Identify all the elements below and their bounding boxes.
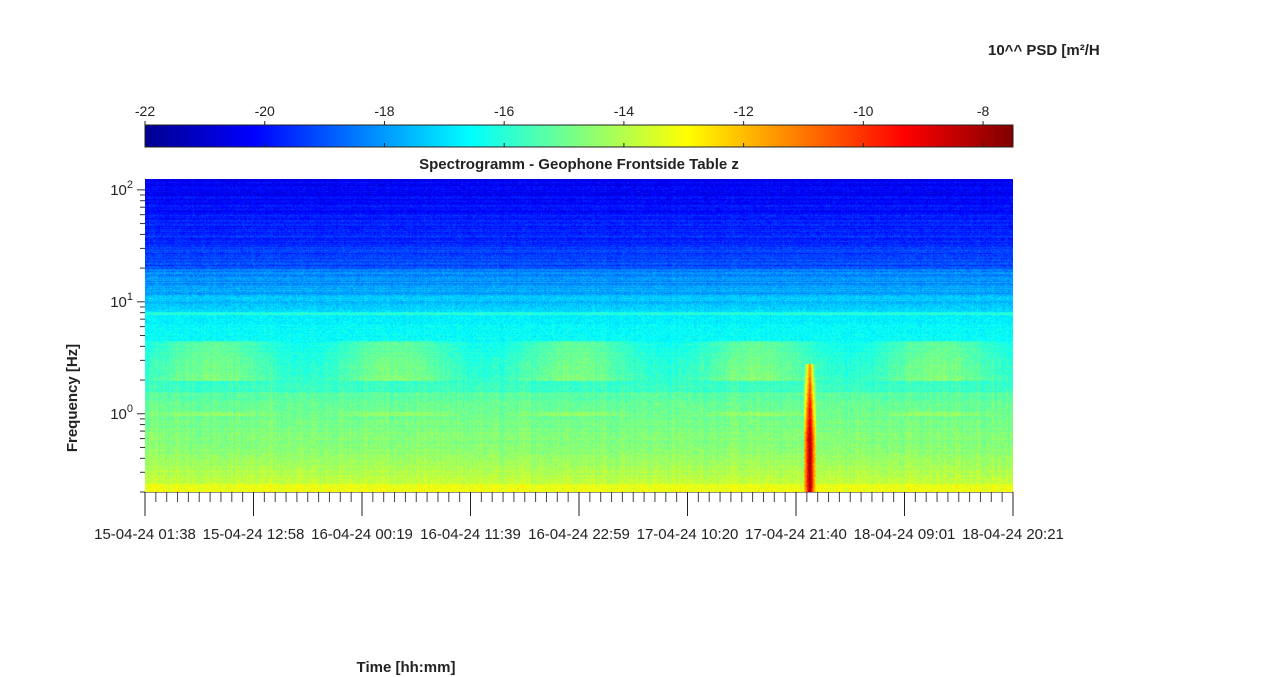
colorbar: [144, 124, 1014, 148]
colorbar-tick-label: -16: [494, 103, 514, 119]
y-tick-label: 102: [110, 179, 133, 199]
colorbar-tick-label: -10: [853, 103, 873, 119]
colorbar-tick-label: -22: [135, 103, 155, 119]
colorbar-tick-label: -18: [374, 103, 394, 119]
x-tick-label: 16-04-24 22:59: [528, 526, 630, 543]
x-tick-label: 18-04-24 09:01: [854, 526, 956, 543]
y-axis-ticks: 100 101 102: [110, 179, 145, 493]
y-tick-label: 100: [110, 403, 133, 423]
y-axis-label: Frequency [Hz]: [64, 344, 81, 452]
x-tick-label: 15-04-24 01:38: [94, 526, 196, 543]
x-tick-label: 15-04-24 12:58: [203, 526, 305, 543]
x-tick-label: 17-04-24 10:20: [637, 526, 739, 543]
x-tick-label: 18-04-24 20:21: [962, 526, 1064, 543]
colorbar-label: 10^^ PSD [m²/H: [988, 42, 1100, 59]
colorbar-ticks: -22 -20 -18 -16 -14 -12 -10 -8: [135, 103, 990, 147]
y-tick-label: 101: [110, 291, 133, 311]
x-tick-label: 16-04-24 00:19: [311, 526, 413, 543]
x-axis-label: Time [hh:mm]: [357, 659, 456, 676]
chart-title: Spectrogramm - Geophone Frontside Table …: [419, 156, 739, 173]
colorbar-tick-label: -14: [614, 103, 634, 119]
colorbar-tick-label: -8: [977, 103, 990, 119]
spectrogram-heatmap: [145, 179, 1013, 492]
colorbar-tick-label: -20: [255, 103, 275, 119]
x-tick-label: 17-04-24 21:40: [745, 526, 847, 543]
x-tick-label: 16-04-24 11:39: [420, 526, 521, 543]
colorbar-tick-label: -12: [734, 103, 754, 119]
x-axis-ticks: 15-04-24 01:38 15-04-24 12:58 16-04-24 00:…: [94, 491, 1064, 543]
